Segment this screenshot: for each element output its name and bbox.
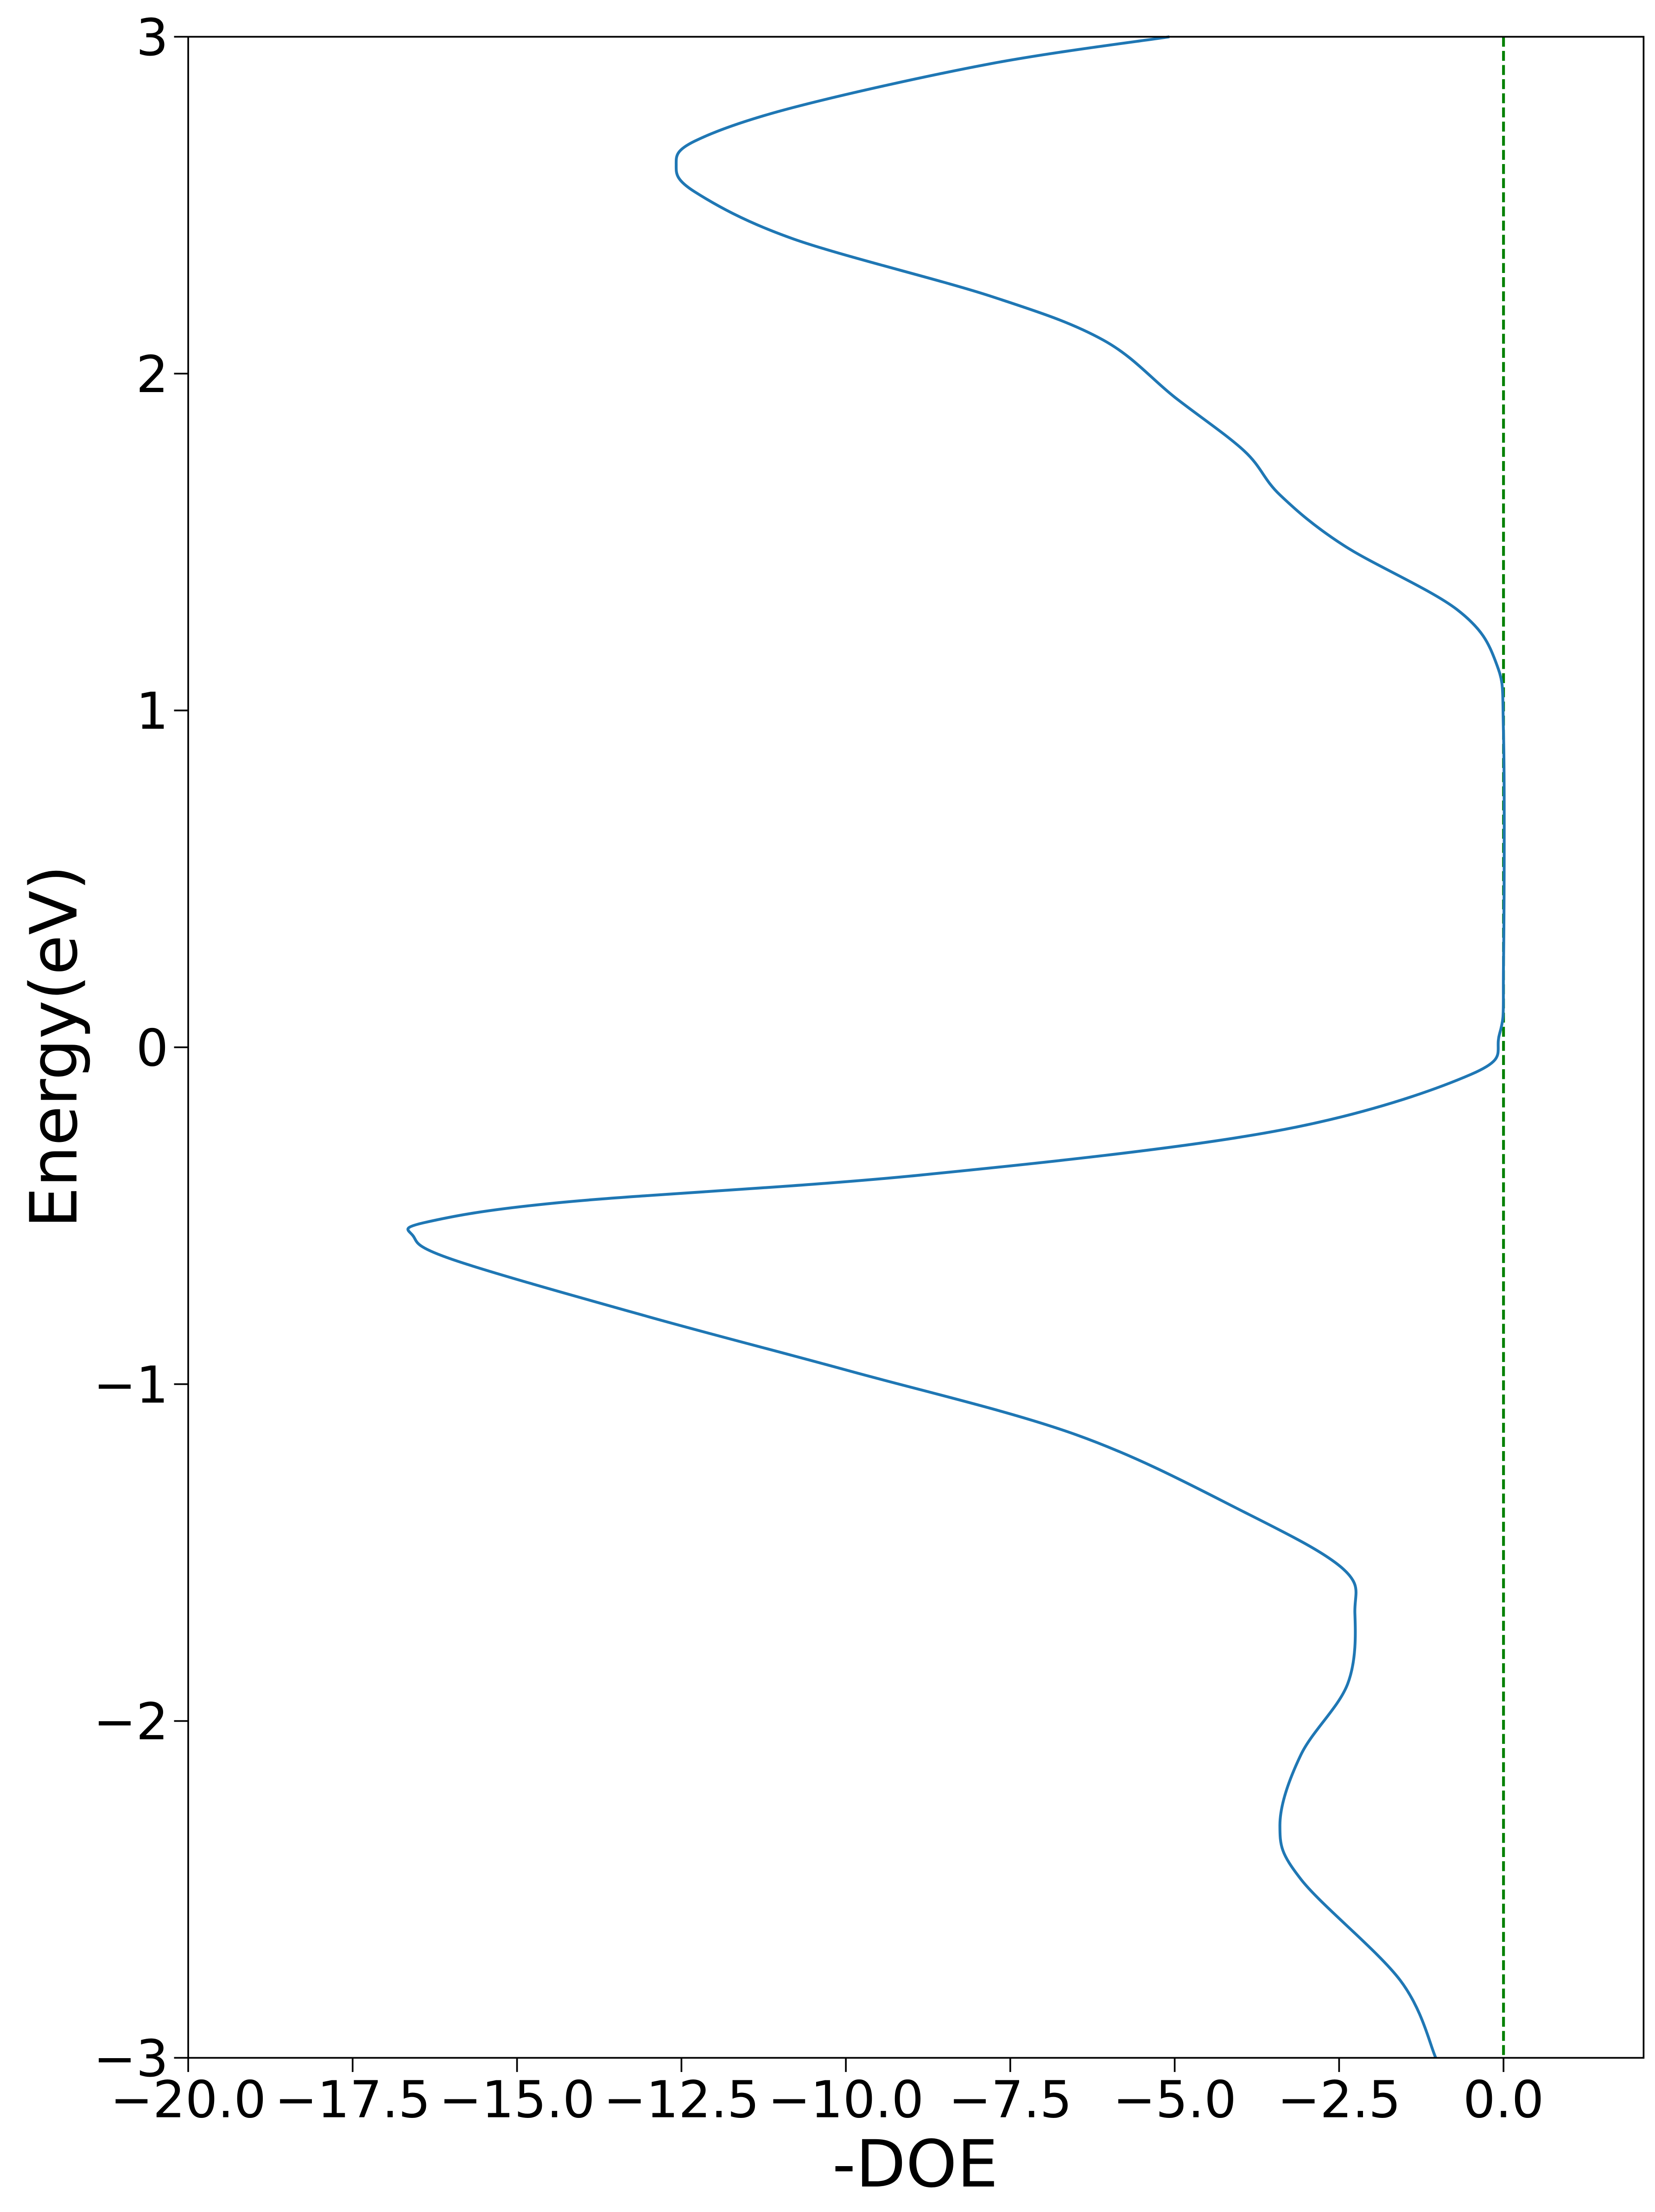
x-tick-label: 0.0 [1463, 2070, 1544, 2130]
x-tick-label: −5.0 [1113, 2070, 1236, 2130]
x-axis-label: -DOE [832, 2127, 998, 2202]
x-tick-label: −20.0 [110, 2070, 266, 2130]
y-tick-label: 0 [136, 1019, 168, 1078]
y-tick-label: 1 [136, 682, 168, 741]
y-tick-label: −1 [93, 1355, 168, 1414]
data-line [406, 35, 1506, 2059]
y-tick-label: −3 [93, 2029, 168, 2088]
x-tick-label: −15.0 [439, 2070, 595, 2130]
x-tick-label: −7.5 [948, 2070, 1072, 2130]
x-tick-label: −10.0 [768, 2070, 924, 2130]
x-tick-label: −17.5 [275, 2070, 431, 2130]
y-tick-label: 3 [136, 8, 168, 67]
y-axis-label: Energy(eV) [17, 865, 92, 1228]
x-tick-label: −2.5 [1277, 2070, 1401, 2130]
x-tick-label: −12.5 [603, 2070, 760, 2130]
y-tick-label: −2 [93, 1692, 168, 1751]
plot-frame [187, 36, 1645, 2059]
y-tick-label: 2 [136, 345, 168, 404]
